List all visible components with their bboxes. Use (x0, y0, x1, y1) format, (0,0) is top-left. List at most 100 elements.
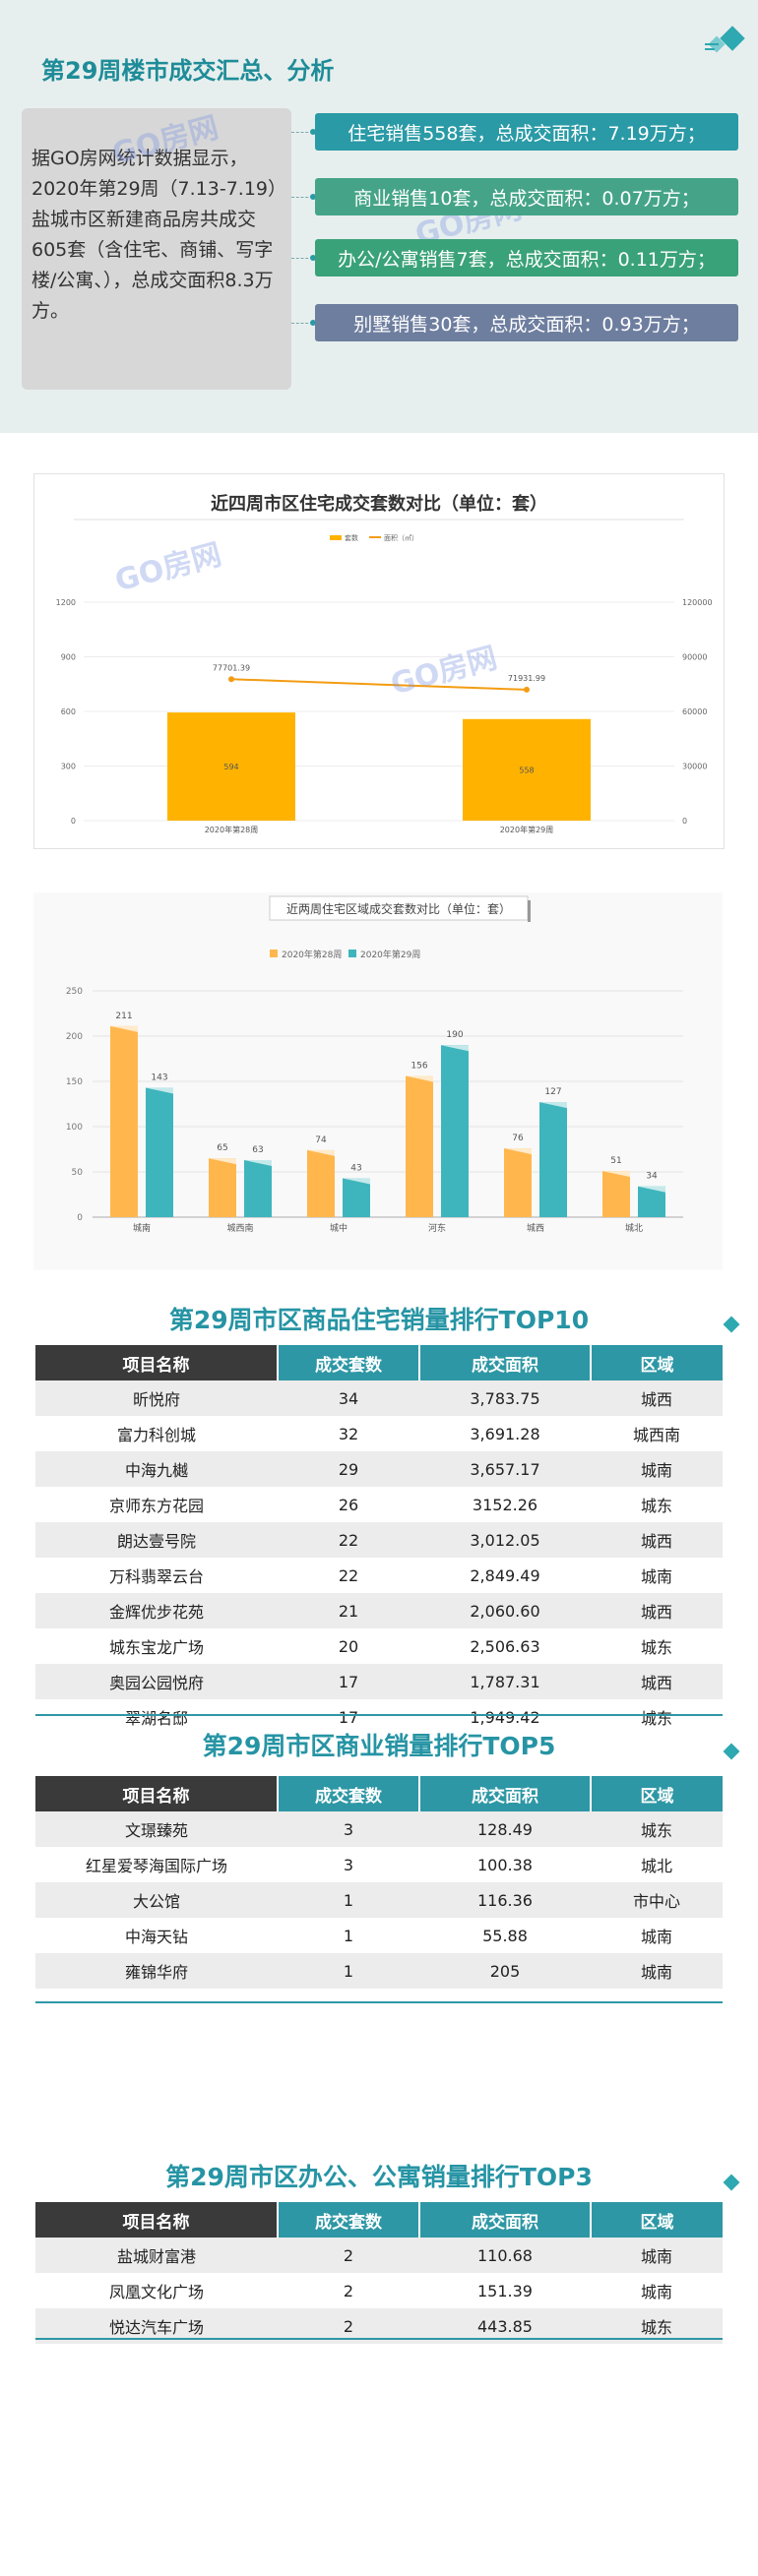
cell-district: 城西 (591, 1380, 723, 1416)
district-weekly-chart-card: 近两周住宅区域成交套数对比（单位：套） 2020年第28周 2020年第29周 0… (33, 892, 723, 1270)
col-project-name: 项目名称 (35, 2202, 279, 2238)
x-tick-label: 城中 (330, 1222, 347, 1234)
bar-value-label: 594 (223, 763, 238, 771)
cell-units: 3 (278, 1811, 419, 1847)
cell-project-name: 凤凰文化广场 (35, 2273, 278, 2308)
cell-district: 城东 (591, 1811, 723, 1847)
bar-value-label: 190 (446, 1030, 463, 1040)
cell-project-name: 中海天钻 (35, 1918, 278, 1953)
cell-district: 城南 (591, 1451, 723, 1487)
cell-area: 1,787.31 (419, 1664, 591, 1699)
bar-fold (406, 1075, 433, 1082)
summary-description: 据GO房网统计数据显示，2020年第29周（7.13-7.19）盐城市区新建商品… (22, 108, 291, 390)
table-row: 中海天钻 1 55.88 城南 (35, 1918, 723, 1953)
table-row: 万科翡翠云台 22 2,849.49 城南 (35, 1558, 723, 1593)
cell-area: 110.68 (419, 2238, 591, 2273)
cell-district: 城东 (591, 1628, 723, 1664)
bar-fold (602, 1171, 630, 1178)
cell-units: 17 (278, 1664, 419, 1699)
dash-decoration (705, 43, 719, 45)
cell-units: 26 (278, 1487, 419, 1522)
bar (209, 1158, 236, 1217)
table-bottom-line (35, 2001, 723, 2003)
commercial-ranking-title: 第29周市区商业销量排行TOP5 (202, 1732, 556, 1760)
cell-project-name: 昕悦府 (35, 1380, 278, 1416)
legend-label: 2020年第29周 (360, 949, 420, 960)
commercial-ranking-table: 项目名称 成交套数 成交面积 区域 文璟臻苑 3 128.49 城东 红星爱琴海国际广场… (35, 1776, 723, 1989)
col-project-name: 项目名称 (35, 1776, 279, 1811)
bar-fold (244, 1160, 272, 1167)
page-title: 第29周楼市成交汇总、分析 (41, 57, 335, 85)
col-area: 成交面积 (419, 2202, 592, 2238)
table-row: 富力科创城 32 3,691.28 城西南 (35, 1416, 723, 1451)
bar-value-label: 211 (115, 1012, 132, 1021)
cell-area: 2,060.60 (419, 1593, 591, 1628)
bar-value-label: 51 (610, 1156, 621, 1166)
bar-fold (539, 1102, 567, 1109)
district-weekly-chart: 近两周住宅区域成交套数对比（单位：套） 2020年第28周 2020年第29周 0… (66, 895, 683, 1234)
cell-area: 3,783.75 (419, 1380, 591, 1416)
bar-fold (307, 1149, 335, 1156)
bar-value-label: 76 (512, 1134, 524, 1143)
bar-fold (638, 1186, 665, 1193)
cell-project-name: 朗达壹号院 (35, 1522, 278, 1558)
cell-area: 3152.26 (419, 1487, 591, 1522)
cell-district: 城南 (591, 1558, 723, 1593)
x-tick-label: 城西南 (226, 1222, 253, 1234)
legend-swatch (330, 535, 342, 540)
table-bottom-line (35, 2338, 723, 2340)
bar-value-label: 43 (350, 1163, 361, 1173)
cell-units: 17 (278, 1699, 419, 1735)
bar (602, 1171, 630, 1217)
bar-fold (209, 1158, 236, 1165)
col-project-name: 项目名称 (35, 1345, 279, 1380)
cell-units: 22 (278, 1522, 419, 1558)
cell-project-name: 金辉优步花苑 (35, 1593, 278, 1628)
connector-line (291, 323, 313, 324)
residential-ranking-title: 第29周市区商品住宅销量排行TOP10 (168, 1306, 590, 1334)
bar (110, 1025, 138, 1217)
x-tick-label: 河东 (428, 1222, 446, 1234)
cell-area: 3,657.17 (419, 1451, 591, 1487)
cell-units: 29 (278, 1451, 419, 1487)
bar (504, 1148, 532, 1217)
cell-project-name: 万科翡翠云台 (35, 1558, 278, 1593)
line-point (228, 676, 234, 683)
cell-project-name: 富力科创城 (35, 1416, 278, 1451)
table-row: 奥园公园悦府 17 1,787.31 城西 (35, 1664, 723, 1699)
line-point (524, 686, 530, 693)
office-ranking-table: 项目名称 成交套数 成交面积 区域 盐城财富港 2 110.68 城南 凤凰文化广场 2 1… (35, 2202, 723, 2344)
y-tick: 150 (66, 1077, 83, 1087)
table-row: 金辉优步花苑 21 2,060.60 城西 (35, 1593, 723, 1628)
cell-project-name: 大公馆 (35, 1882, 278, 1918)
y-tick-right: 60000 (682, 707, 707, 716)
cell-area: 3,691.28 (419, 1416, 591, 1451)
cell-project-name: 城东宝龙广场 (35, 1628, 278, 1664)
cell-area: 2,849.49 (419, 1558, 591, 1593)
cell-district: 城东 (591, 1487, 723, 1522)
cell-area: 205 (419, 1953, 591, 1989)
cell-area: 3,012.05 (419, 1522, 591, 1558)
cell-area: 55.88 (419, 1918, 591, 1953)
bar (146, 1087, 173, 1217)
bar (167, 712, 295, 821)
cell-district: 城西 (591, 1664, 723, 1699)
table-row: 中海九樾 29 3,657.17 城南 (35, 1451, 723, 1487)
col-units: 成交套数 (278, 2202, 420, 2238)
connector-line (291, 132, 313, 133)
cell-project-name: 京师东方花园 (35, 1487, 278, 1522)
cell-units: 2 (278, 2238, 419, 2273)
table-header-row: 项目名称 成交套数 成交面积 区域 (35, 1776, 723, 1811)
cell-units: 21 (278, 1593, 419, 1628)
col-area: 成交面积 (419, 1776, 592, 1811)
cell-area: 128.49 (419, 1811, 591, 1847)
bar-value-label: 127 (544, 1087, 561, 1097)
connector-dot (310, 194, 316, 200)
cell-district: 城西南 (591, 1416, 723, 1451)
bar-fold (146, 1087, 173, 1094)
connector-line (291, 258, 313, 259)
chart-legend: 2020年第28周 2020年第29周 (270, 949, 420, 960)
table-row: 京师东方花园 26 3152.26 城东 (35, 1487, 723, 1522)
cell-units: 1 (278, 1882, 419, 1918)
bar (343, 1178, 370, 1217)
